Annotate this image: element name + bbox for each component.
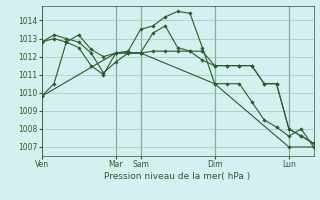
- X-axis label: Pression niveau de la mer( hPa ): Pression niveau de la mer( hPa ): [104, 172, 251, 181]
